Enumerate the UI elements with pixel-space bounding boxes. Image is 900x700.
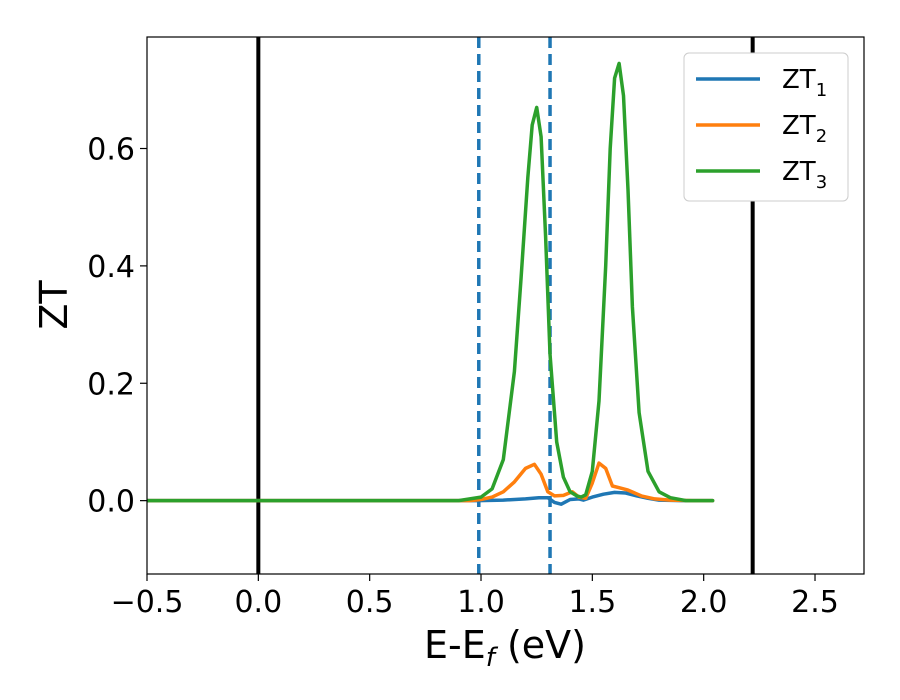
legend: ZT1 ZT2 ZT3 xyxy=(683,52,849,202)
legend-label-zt2: ZT2 xyxy=(782,111,827,147)
x-tick-label: 0.0 xyxy=(234,585,282,620)
legend-box xyxy=(683,52,849,202)
series-layer xyxy=(147,61,715,506)
legend-label-zt3: ZT3 xyxy=(782,157,827,193)
legend-label-zt1: ZT1 xyxy=(782,65,827,101)
y-tick-label: 0.2 xyxy=(87,367,135,402)
x-tick-label: 1.5 xyxy=(568,585,616,620)
x-tick-label: 1.0 xyxy=(457,585,505,620)
series-line-zt3 xyxy=(147,61,715,503)
y-tick-label: 0.0 xyxy=(87,485,135,520)
y-axis: 0.0 0.2 0.4 0.6 xyxy=(87,133,147,520)
x-tick-label: 2.0 xyxy=(680,585,728,620)
y-tick-label: 0.4 xyxy=(87,250,135,285)
y-axis-label: ZT xyxy=(32,280,76,330)
y-tick-label: 0.6 xyxy=(87,133,135,168)
x-tick-label: −0.5 xyxy=(111,585,184,620)
x-tick-label: 0.5 xyxy=(346,585,394,620)
x-axis: −0.5 0.0 0.5 1.0 1.5 2.0 2.5 xyxy=(111,574,839,620)
x-axis-label: E-Ef (eV) xyxy=(424,623,586,673)
x-tick-label: 2.5 xyxy=(791,585,839,620)
plot-frame xyxy=(146,36,865,575)
